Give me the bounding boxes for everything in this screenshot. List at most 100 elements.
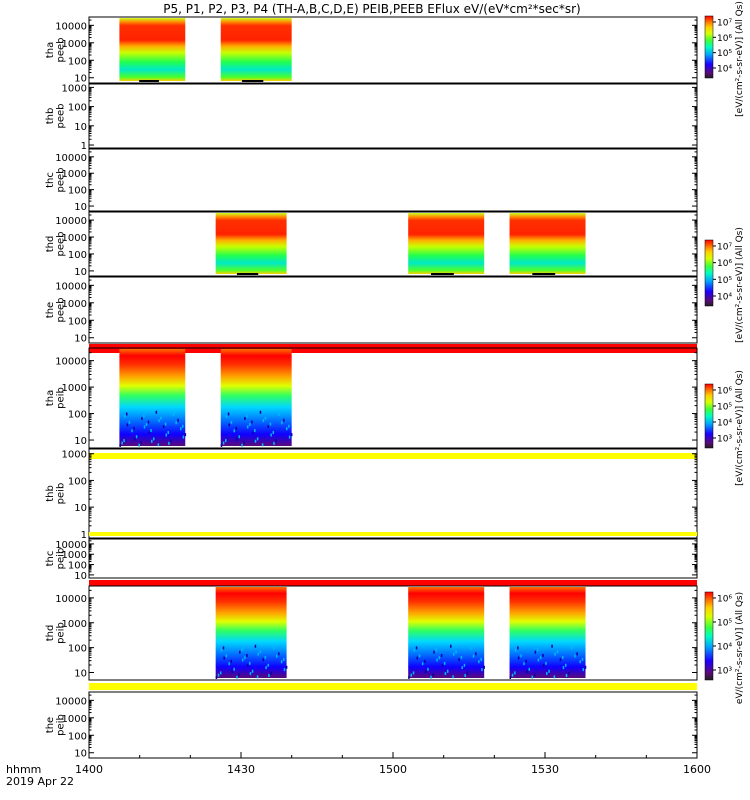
noise-speck: [125, 412, 128, 416]
noise-speck: [150, 428, 152, 432]
noise-speck: [249, 423, 251, 426]
noise-speck: [562, 666, 565, 670]
colorbar-tick-label: 10⁷: [717, 19, 732, 29]
noise-speck: [233, 667, 235, 671]
colorbar-tick-label: 10³: [717, 435, 732, 445]
noise-speck: [167, 431, 169, 435]
noise-speck: [408, 676, 410, 679]
noise-speck: [230, 420, 233, 424]
noise-speck: [461, 666, 463, 670]
noise-speck: [228, 423, 231, 427]
low-energy-trace: [431, 273, 454, 275]
panel-the-peib: 10 100 1000 10000 thepeib: [45, 691, 698, 760]
noise-speck: [444, 672, 447, 676]
noise-speck: [172, 412, 175, 416]
spectrogram-block: [215, 213, 287, 274]
noise-speck: [227, 412, 230, 416]
panel-thа-peeb: 10 100 1000 10000 thаpeeb: [45, 16, 698, 85]
noise-speck: [174, 410, 177, 414]
panel-the-peeb: 10 100 1000 10000 thepeeb: [45, 276, 698, 353]
low-energy-trace: [532, 273, 556, 275]
noise-speck: [469, 646, 472, 650]
noise-speck: [511, 673, 514, 677]
noise-speck: [128, 420, 131, 424]
noise-speck: [523, 662, 525, 666]
y-tick-label: 10000: [55, 153, 87, 164]
noise-speck: [246, 664, 249, 668]
colorbar-gradient: [704, 383, 714, 449]
noise-speck: [138, 443, 141, 447]
noise-speck: [528, 667, 531, 671]
noise-speck: [576, 652, 578, 656]
spectrogram-block: [119, 18, 186, 81]
noise-speck: [124, 414, 126, 418]
noise-speck: [155, 410, 158, 414]
colorbar-tick-label: 10⁶: [717, 34, 732, 44]
panel-label: thepeib: [45, 714, 67, 736]
panel-label: thаpeeb: [45, 38, 67, 63]
noise-speck: [424, 670, 427, 674]
noise-speck: [478, 660, 480, 664]
panel-label: thcpeeb: [45, 168, 67, 193]
noise-speck: [413, 648, 416, 652]
y-tick-label: 1000: [62, 550, 87, 561]
noise-speck: [264, 416, 267, 420]
noise-speck: [230, 659, 233, 663]
x-tick-label: 1500: [379, 763, 407, 776]
noise-speck: [133, 426, 135, 430]
noise-speck: [147, 420, 150, 424]
noise-speck: [133, 437, 136, 441]
noise-speck: [433, 650, 435, 654]
colorbar-tick-label: 10⁵: [717, 403, 732, 413]
colorbar-tick-label: 10⁴: [717, 643, 732, 653]
panel-label-probe: thc: [45, 551, 56, 567]
noise-speck: [233, 429, 236, 433]
y-tick-label: 10: [74, 669, 87, 680]
noise-speck: [249, 661, 251, 665]
x-tick-label: 1530: [531, 763, 559, 776]
noise-speck: [141, 417, 143, 421]
noise-speck: [548, 669, 550, 673]
noise-speck: [220, 444, 223, 447]
y-tick-label: 1: [81, 141, 87, 152]
noise-speck: [568, 671, 570, 675]
y-tick-label: 100: [68, 56, 87, 67]
noise-speck: [582, 668, 584, 672]
noise-speck: [464, 674, 466, 678]
noise-speck: [131, 429, 133, 433]
colorbar-tick-label: 10⁵: [717, 619, 732, 629]
colorbar-tick-label: 10⁶: [717, 259, 732, 269]
panel-label: thepeeb: [45, 298, 67, 323]
noise-speck: [283, 657, 285, 661]
colorbar-unit-label: [eV/(cm²-s-sr-eV)] (All Qs): [735, 227, 745, 343]
noise-speck: [481, 668, 483, 672]
panel-label-probe: thа: [45, 42, 56, 58]
noise-speck: [453, 652, 455, 656]
panel-label-product: peeb: [56, 232, 67, 257]
panel-frame: [88, 691, 698, 759]
y-tick-label: 100: [68, 103, 87, 114]
yellow-band: [89, 453, 697, 459]
noise-speck: [164, 422, 167, 426]
y-tick-label: 1000: [62, 450, 87, 461]
y-tick-label: 10000: [55, 696, 87, 707]
x-tick-label: 1400: [75, 763, 103, 776]
noise-speck: [261, 443, 264, 447]
noise-speck: [435, 648, 438, 652]
noise-speck: [256, 437, 259, 441]
noise-speck: [556, 650, 559, 654]
y-tick-label: 1000: [62, 39, 87, 50]
noise-speck: [285, 665, 288, 669]
noise-speck: [222, 646, 225, 650]
noise-speck: [217, 673, 220, 677]
panel-label-product: peeb: [56, 38, 67, 63]
noise-speck: [410, 673, 412, 677]
panel-label: thdpeib: [45, 622, 67, 644]
y-tick-label: 1000: [62, 619, 87, 630]
noise-speck: [257, 652, 260, 656]
y-tick-label: 100: [68, 476, 87, 487]
y-tick-label: 100: [68, 316, 87, 327]
noise-speck: [241, 658, 244, 662]
noise-speck: [264, 655, 267, 659]
